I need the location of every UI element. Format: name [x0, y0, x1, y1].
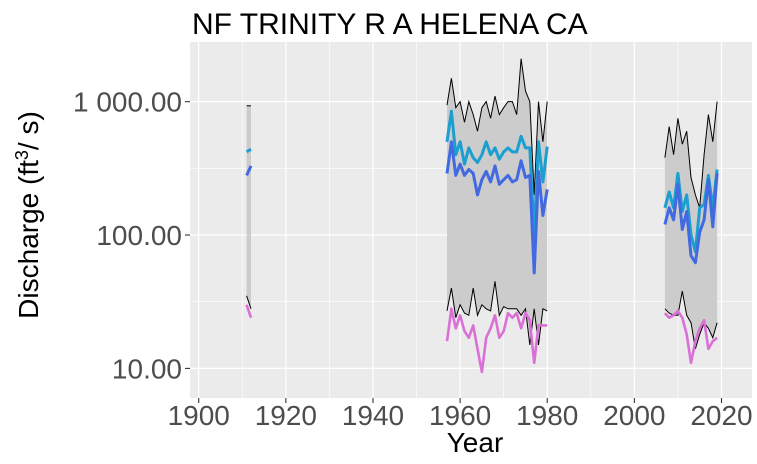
y-axis: 10.00 100.00 1 000.00: [73, 87, 190, 384]
y-tick-label: 100.00: [96, 220, 182, 251]
x-tick-label: 1980: [516, 400, 578, 431]
range-band: [447, 58, 548, 345]
x-tick-label: 2020: [690, 400, 752, 431]
y-tick-label: 10.00: [112, 353, 182, 384]
median-line: [245, 165, 253, 177]
y-tick-label: 1 000.00: [73, 87, 182, 118]
max-line: [446, 58, 548, 195]
range-band: [246, 105, 251, 309]
series-lines: [245, 109, 719, 374]
x-tick-label: 1960: [429, 400, 491, 431]
y-axis-label-text: Discharge (ft: [13, 160, 44, 319]
mean-line: [245, 147, 252, 154]
y-axis-label: Discharge (ft3/ s): [12, 111, 44, 319]
x-tick-label: 1900: [168, 400, 230, 431]
x-tick-label: 1920: [255, 400, 317, 431]
mean-line: [445, 109, 549, 237]
y-axis-label-tail: / s): [13, 111, 44, 150]
min-band-line: [246, 295, 252, 309]
x-tick-label: 1940: [342, 400, 404, 431]
min-line: [245, 304, 253, 319]
chart-title: NF TRINITY R A HELENA CA: [192, 8, 588, 41]
x-tick-label: 2000: [603, 400, 665, 431]
max-line: [664, 101, 718, 208]
min-line: [445, 307, 548, 374]
grid-major: [190, 42, 752, 398]
median-line: [663, 173, 719, 265]
median-line: [445, 140, 549, 275]
svg-text:Discharge (ft3/ s): Discharge (ft3/ s): [12, 111, 44, 319]
x-axis: 1900 1920 1940 1960 1980 2000 2020: [168, 398, 753, 431]
x-axis-label: Year: [447, 427, 504, 458]
y-axis-label-sup: 3: [12, 150, 32, 160]
min-line: [663, 309, 718, 365]
